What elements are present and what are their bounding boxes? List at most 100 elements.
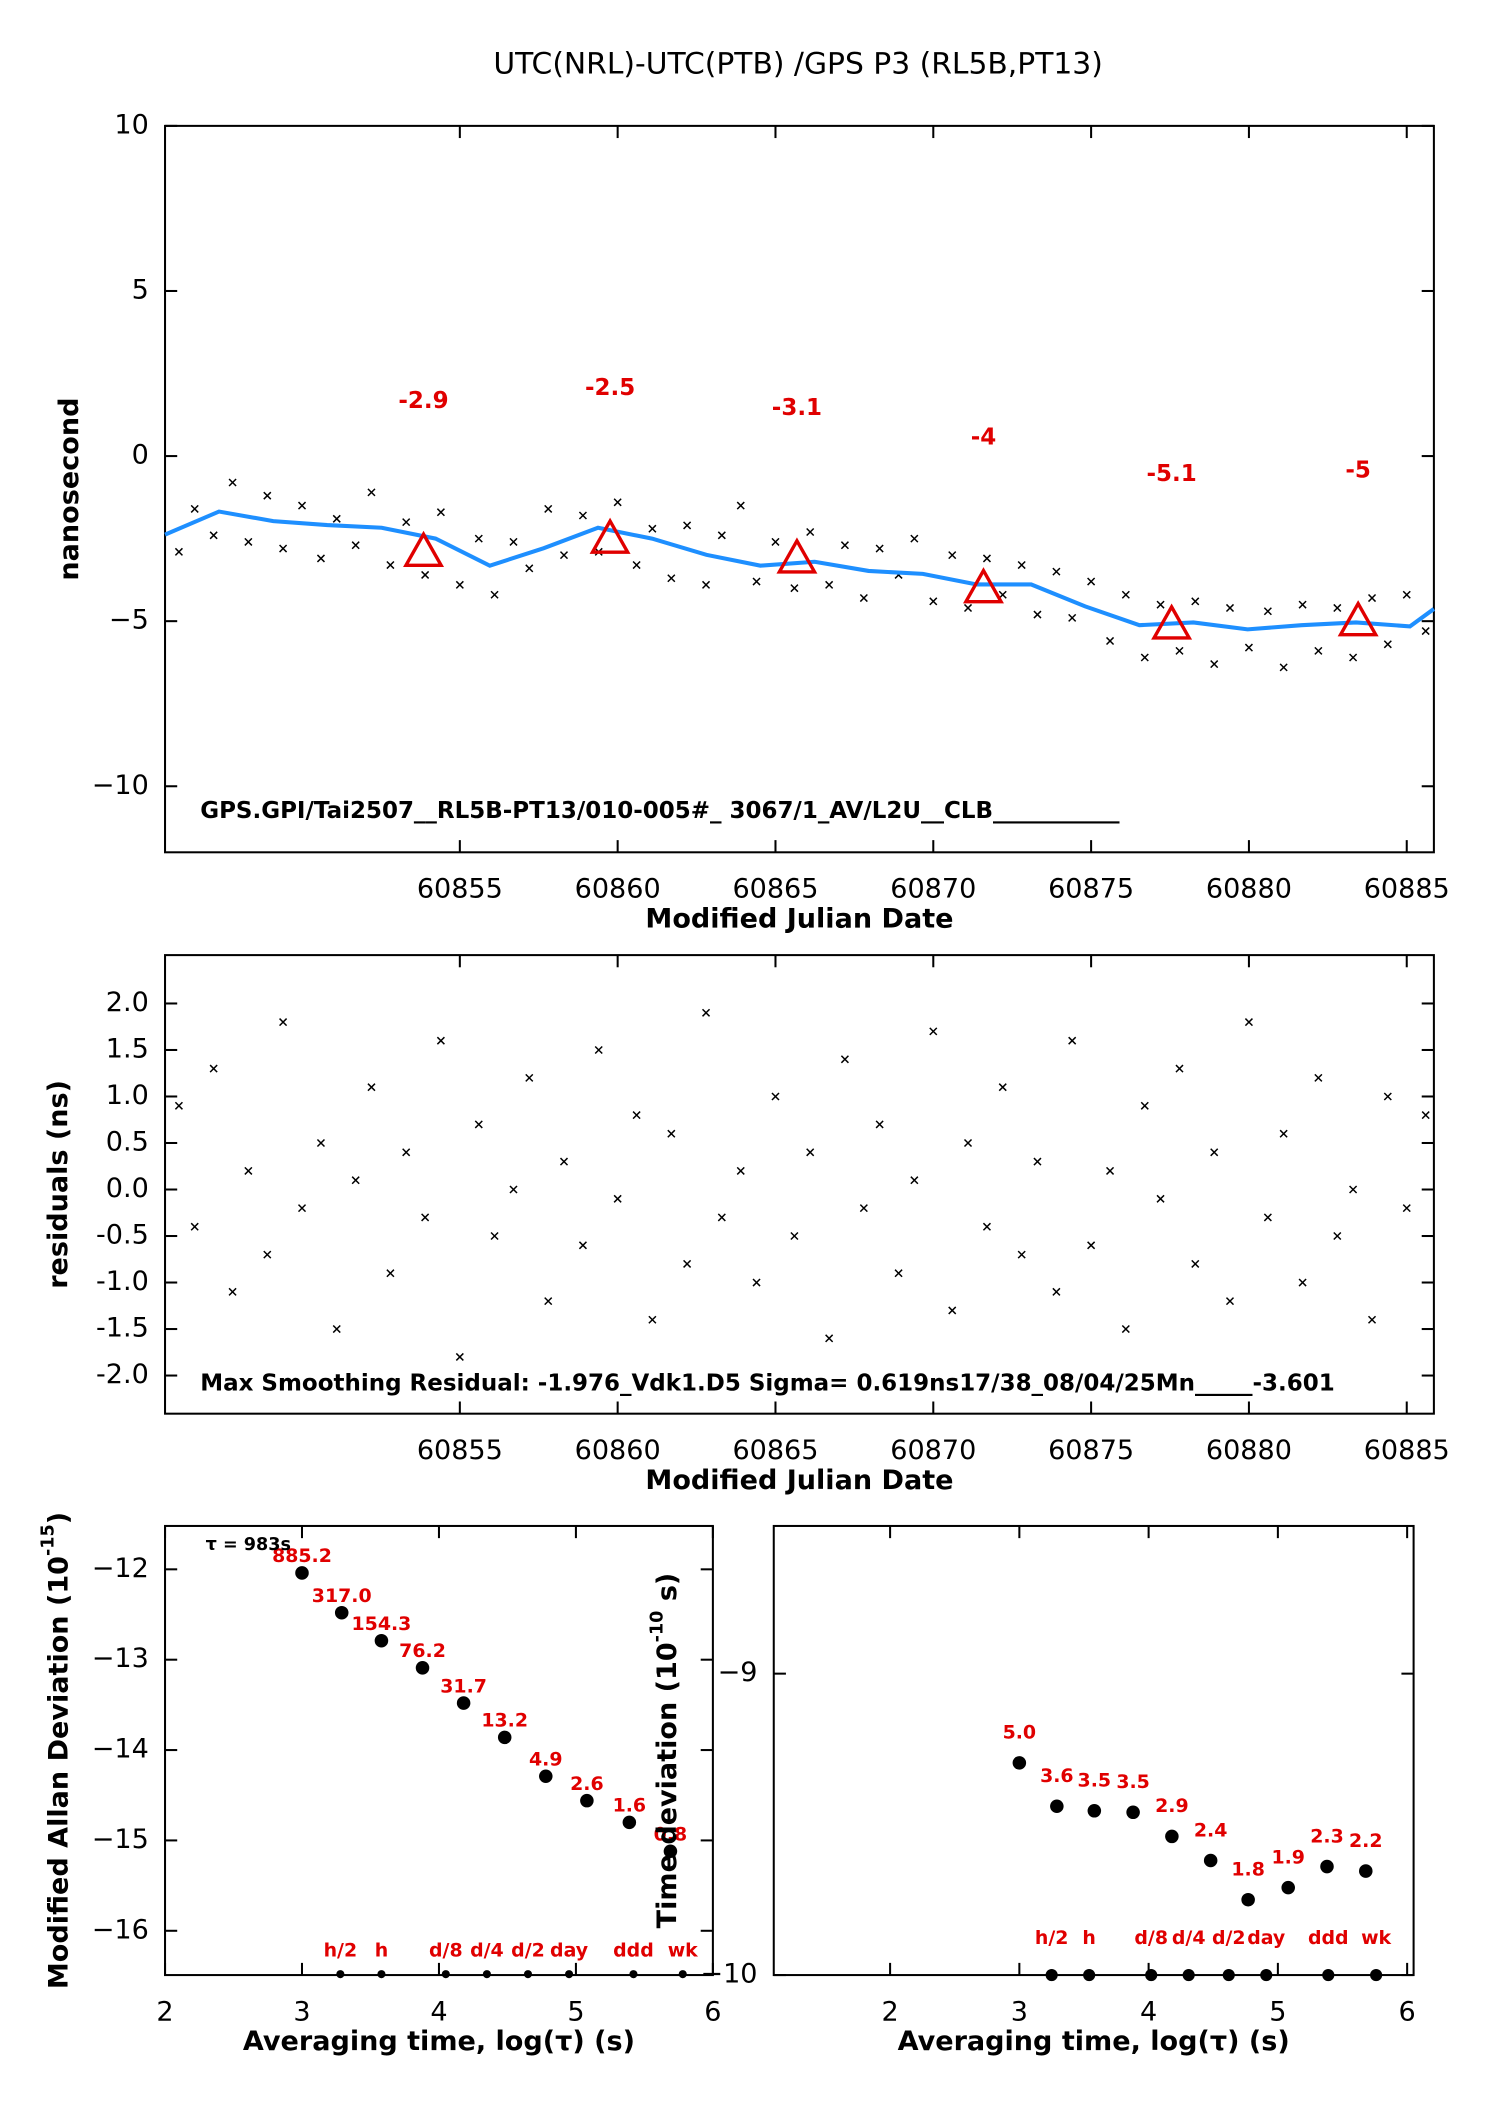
- scatter-point: [910, 534, 919, 543]
- y-axis-label: Modified Allan Deviation (10-15): [39, 1512, 74, 1989]
- y-tick-label: −12: [92, 1553, 149, 1584]
- scatter-point: [1244, 643, 1253, 652]
- x-tick-label: 60875: [1048, 1435, 1134, 1466]
- scatter-point: [1263, 1213, 1272, 1222]
- scatter-point: [1225, 1297, 1235, 1306]
- point-label: 0.8: [654, 1824, 688, 1846]
- deviation-point: [1012, 1756, 1027, 1770]
- interval-label: wk: [1361, 1927, 1391, 1949]
- deviation-point: [539, 1769, 553, 1784]
- y-tick-label: −16: [92, 1914, 149, 1945]
- scatter-point: [455, 580, 464, 589]
- y-tick-label: −9: [718, 1657, 758, 1688]
- x-tick-label: 6: [1399, 1996, 1416, 2027]
- scatter-point: [1052, 567, 1061, 576]
- scatter-point: [1017, 1250, 1026, 1259]
- interval-marker: [336, 1970, 345, 1979]
- interval-label: h: [375, 1940, 388, 1962]
- scatter-point: [1333, 1231, 1342, 1241]
- deviation-point: [1281, 1880, 1295, 1895]
- scatter-point: [1033, 610, 1042, 619]
- scatter-point: [632, 1111, 641, 1120]
- scatter-point: [544, 1297, 553, 1306]
- y-tick-label: −10: [700, 1959, 757, 1990]
- scatter-point: [209, 1064, 218, 1073]
- x-axis-label: Modified Julian Date: [645, 1465, 953, 1496]
- y-tick-label: -1.0: [96, 1266, 149, 1297]
- interval-label: day: [550, 1940, 588, 1962]
- x-tick-label: 60875: [1048, 874, 1134, 905]
- scatter-point: [316, 554, 326, 563]
- x-tick-label: 60885: [1364, 874, 1450, 905]
- interval-label: day: [1247, 1927, 1285, 1949]
- point-label: 76.2: [399, 1640, 446, 1662]
- scatter-point: [594, 1045, 603, 1055]
- deviation-point: [374, 1633, 389, 1648]
- point-label: 317.0: [312, 1585, 372, 1607]
- interval-marker: [1083, 1968, 1096, 1982]
- point-label: 2.3: [1310, 1825, 1344, 1847]
- scatter-point: [525, 1073, 534, 1082]
- triangle-marker: [962, 567, 1004, 604]
- deviation-point: [334, 1605, 349, 1620]
- interval-label: h/2: [324, 1940, 358, 1962]
- interval-marker: [1145, 1968, 1158, 1982]
- scatter-point: [1068, 613, 1077, 622]
- interval-label: ddd: [613, 1940, 654, 1962]
- scatter-point: [1017, 560, 1026, 570]
- scatter-point: [1263, 607, 1272, 616]
- scatter-point: [1140, 653, 1149, 662]
- x-tick-label: 60880: [1206, 874, 1292, 905]
- interval-label: h: [1082, 1927, 1095, 1949]
- triangle-marker: [1337, 600, 1379, 637]
- y-tick-label: 0: [132, 440, 149, 471]
- scatter-point: [790, 584, 799, 593]
- scatter-point: [1367, 594, 1377, 603]
- scatter-point: [402, 518, 411, 527]
- scatter-point: [436, 1036, 445, 1045]
- y-tick-label: -2.0: [96, 1359, 149, 1390]
- scatter-point: [436, 508, 445, 517]
- interval-label: d/2: [511, 1940, 545, 1962]
- scatter-point: [474, 534, 483, 543]
- scatter-point: [228, 478, 237, 487]
- scatter-point: [190, 1222, 199, 1231]
- interval-marker: [629, 1970, 638, 1979]
- scatter-point: [332, 1324, 341, 1334]
- scatter-point: [1383, 1092, 1392, 1101]
- scatter-point: [667, 574, 676, 583]
- scatter-point: [790, 1231, 799, 1241]
- y-axis-label: residuals (ns): [43, 1080, 74, 1289]
- scatter-point: [806, 527, 815, 537]
- scatter-point: [402, 1148, 411, 1157]
- y-tick-label: −14: [92, 1734, 149, 1765]
- y-axis-label-part: s): [652, 1573, 683, 1611]
- scatter-point: [525, 564, 534, 573]
- y-tick-label: 0.5: [106, 1126, 149, 1157]
- scatter-point: [875, 544, 884, 553]
- scatter-point: [1402, 590, 1411, 599]
- scatter-point: [1298, 1278, 1307, 1287]
- scatter-point: [279, 544, 288, 553]
- point-label: 1.8: [1231, 1858, 1265, 1880]
- scatter-point: [190, 504, 199, 513]
- scatter-point: [1383, 640, 1392, 649]
- scatter-point: [421, 570, 430, 579]
- interval-marker: [523, 1970, 533, 1979]
- point-label: 154.3: [352, 1613, 412, 1635]
- scatter-point: [1106, 636, 1115, 646]
- x-tick-label: 5: [1269, 1996, 1286, 2027]
- scatter-point: [332, 514, 341, 523]
- scatter-point: [1156, 1194, 1165, 1203]
- interval-marker: [1222, 1968, 1235, 1982]
- scatter-point: [351, 1176, 360, 1185]
- scatter-point: [1244, 1018, 1253, 1027]
- interval-label: d/2: [1212, 1927, 1246, 1949]
- x-tick-label: 60860: [575, 874, 661, 905]
- scatter-point: [1191, 597, 1200, 606]
- scatter-point: [297, 1204, 307, 1213]
- scatter-point: [578, 1241, 587, 1250]
- scatter-point: [490, 590, 499, 599]
- x-tick-label: 60855: [417, 874, 503, 905]
- interval-label: d/4: [470, 1940, 504, 1962]
